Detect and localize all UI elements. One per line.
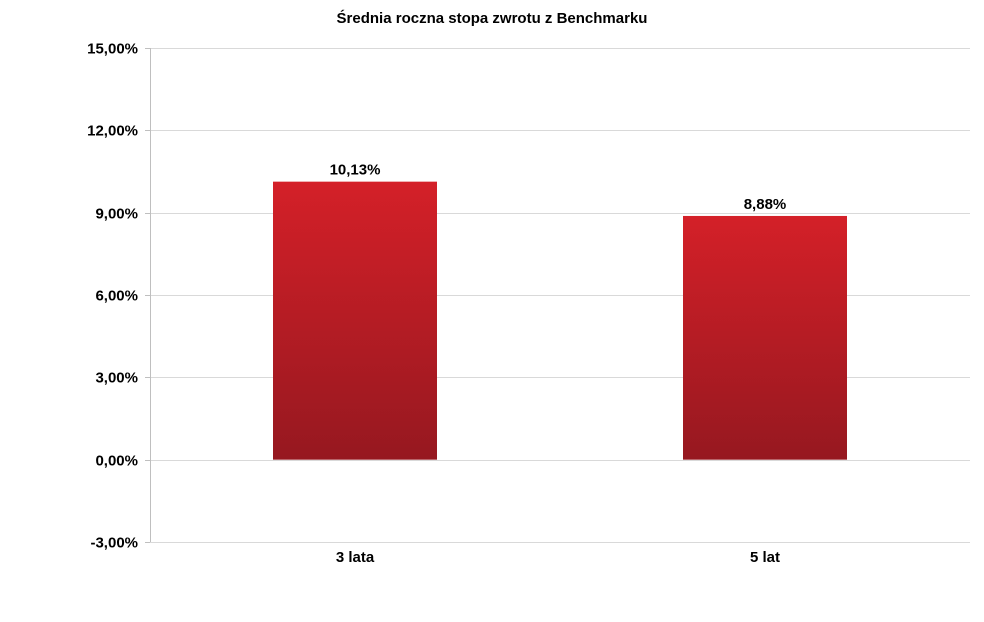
y-tick-label: 15,00%: [87, 41, 138, 58]
y-tick-label: 3,00%: [95, 370, 138, 387]
y-tick-label: 6,00%: [95, 288, 138, 305]
x-axis-tick-labels: 3 lata 5 lat: [336, 549, 780, 566]
y-tick-label: 9,00%: [95, 206, 138, 223]
bars: [273, 181, 847, 460]
data-labels: 10,13% 8,88%: [330, 162, 787, 213]
data-label: 10,13%: [330, 162, 381, 179]
chart-title: Średnia roczna stopa zwrotu z Benchmarku: [336, 10, 648, 27]
data-label: 8,88%: [744, 196, 787, 213]
bar: [683, 215, 847, 460]
y-tick-label: 12,00%: [87, 123, 138, 140]
y-tick-label: -3,00%: [90, 535, 138, 552]
bar: [273, 181, 437, 460]
y-tick-label: 0,00%: [95, 453, 138, 470]
x-tick-label: 5 lat: [750, 549, 780, 566]
y-axis-tick-labels: 15,00% 12,00% 9,00% 6,00% 3,00% 0,00% -3,00%: [87, 41, 138, 552]
x-tick-label: 3 lata: [336, 549, 375, 566]
axes: [145, 48, 151, 543]
